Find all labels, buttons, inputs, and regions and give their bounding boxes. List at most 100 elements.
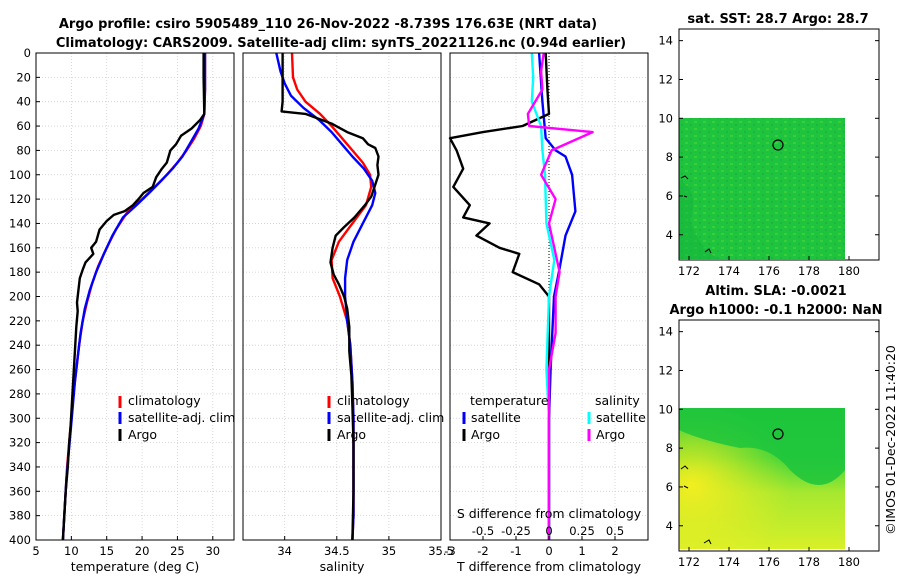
difference-series-3 bbox=[526, 52, 594, 540]
sla-ytick-label: 12 bbox=[658, 363, 673, 377]
temperature-ytick-label: 400 bbox=[9, 533, 31, 547]
s-diff-xlabel: S difference from climatology bbox=[457, 506, 642, 521]
sla-high-patch bbox=[679, 408, 845, 485]
sst-ytick-label: 14 bbox=[658, 34, 673, 48]
s-diff-xtick-label: -0.25 bbox=[501, 524, 531, 538]
temperature-ytick-label: 40 bbox=[16, 95, 31, 109]
difference-xtick-label: 1 bbox=[578, 544, 585, 558]
sst-map: 172 174 176 178 180 4 6 8 10 12 14 bbox=[658, 28, 880, 278]
legend-clim-label: climatology bbox=[128, 393, 201, 408]
salinity-xtick-label: 34.5 bbox=[324, 544, 350, 558]
sla-ytick-label: 4 bbox=[666, 519, 673, 533]
temperature-ytick-label: 280 bbox=[9, 387, 31, 401]
temperature-ytick-label: 20 bbox=[16, 70, 31, 84]
sst-ytick-label: 10 bbox=[658, 111, 673, 125]
temperature-ytick-label: 380 bbox=[9, 509, 31, 523]
sst-ytick-label: 12 bbox=[658, 72, 673, 86]
sst-ytick-label: 4 bbox=[666, 228, 673, 242]
sst-xtick-label: 176 bbox=[758, 264, 780, 278]
sst-coast-1 bbox=[680, 175, 689, 180]
difference-series-0 bbox=[537, 52, 577, 540]
sst-xtick-label: 172 bbox=[678, 264, 700, 278]
salinity-xlabel: salinity bbox=[320, 559, 365, 574]
difference-xtick-label: -2 bbox=[477, 544, 488, 558]
sst-coast-3 bbox=[704, 248, 712, 254]
legend-clim-label-2: climatology bbox=[337, 393, 410, 408]
sst-cool-patch bbox=[679, 180, 720, 259]
temperature-ytick-label: 340 bbox=[9, 460, 31, 474]
temperature-ytick-label: 140 bbox=[9, 216, 31, 230]
temperature-ytick-label: 240 bbox=[9, 338, 31, 352]
s-diff-xtick-label: 0.25 bbox=[569, 524, 595, 538]
temperature-xtick-label: 15 bbox=[99, 544, 114, 558]
sst-argo-marker bbox=[772, 139, 784, 151]
sla-xtick-label: 174 bbox=[718, 555, 740, 569]
legend-argo-label-2: Argo bbox=[337, 427, 366, 442]
sla-xtick-label: 180 bbox=[838, 555, 860, 569]
temperature-ytick-label: 120 bbox=[9, 192, 31, 206]
figure-title-2: Climatology: CARS2009. Satellite-adj cli… bbox=[56, 36, 626, 51]
sla-map: 172 174 176 178 180 4 6 8 10 12 14 bbox=[658, 319, 880, 569]
temperature-ytick-label: 60 bbox=[16, 119, 31, 133]
legend-sat-label-2: satellite-adj. clim bbox=[337, 410, 444, 425]
temperature-ytick-label: 0 bbox=[24, 46, 31, 60]
legend-temp-header: temperature bbox=[470, 393, 549, 408]
sla-xtick-label: 178 bbox=[798, 555, 820, 569]
sst-coast-2 bbox=[683, 195, 688, 198]
temperature-ytick-label: 200 bbox=[9, 290, 31, 304]
difference-xtick-label: -1 bbox=[510, 544, 521, 558]
legend-tsat-label: satellite bbox=[471, 410, 521, 425]
difference-legend: temperature salinity satellite Argo sate… bbox=[462, 393, 646, 442]
salinity-xtick-label: 35 bbox=[382, 544, 397, 558]
legend-sargo-label: Argo bbox=[596, 427, 625, 442]
temperature-legend: climatology satellite-adj. clim Argo bbox=[118, 393, 235, 442]
sst-field-texture bbox=[679, 118, 845, 259]
sla-ytick-label: 10 bbox=[658, 402, 673, 416]
temperature-xtick-label: 5 bbox=[32, 544, 39, 558]
legend-targo-label: Argo bbox=[471, 427, 500, 442]
s-diff-xtick-label: 0.5 bbox=[606, 524, 624, 538]
sla-coast-1 bbox=[680, 465, 689, 470]
temperature-ytick-label: 300 bbox=[9, 411, 31, 425]
sst-ytick-label: 8 bbox=[666, 150, 673, 164]
temperature-ytick-label: 220 bbox=[9, 314, 31, 328]
s-diff-xtick-label: 0 bbox=[545, 524, 552, 538]
temperature-ytick-label: 320 bbox=[9, 436, 31, 450]
sla-coast-3 bbox=[703, 539, 712, 545]
temperature-ytick-label: 360 bbox=[9, 484, 31, 498]
t-diff-xlabel: T difference from climatology bbox=[456, 559, 642, 574]
temperature-ytick-label: 80 bbox=[16, 143, 31, 157]
panel-difference: -3 -2 -1 0 1 2 -0.5 -0.25 0 0.25 0.5 T difference … bbox=[444, 52, 649, 574]
salinity-xtick-label: 35.5 bbox=[428, 544, 454, 558]
sla-argo-marker bbox=[772, 428, 784, 440]
s-diff-xtick-label: -0.5 bbox=[472, 524, 494, 538]
difference-xtick-label: 0 bbox=[545, 544, 552, 558]
temperature-xtick-label: 10 bbox=[64, 544, 79, 558]
legend-ssat-label: satellite bbox=[596, 410, 646, 425]
difference-series-1 bbox=[448, 52, 551, 540]
sst-xtick-label: 174 bbox=[718, 264, 740, 278]
difference-xtick-label: 2 bbox=[611, 544, 618, 558]
temperature-xtick-label: 20 bbox=[135, 544, 150, 558]
temperature-xtick-label: 30 bbox=[205, 544, 220, 558]
panel-temperature: 5 10 15 20 25 3002040608010012014016018020022… bbox=[9, 46, 235, 574]
temperature-ytick-label: 260 bbox=[9, 363, 31, 377]
salinity-xtick-label: 34 bbox=[277, 544, 292, 558]
temperature-ytick-label: 100 bbox=[9, 168, 31, 182]
sla-xtick-label: 176 bbox=[758, 555, 780, 569]
temperature-xlabel: temperature (deg C) bbox=[71, 559, 200, 574]
sla-ytick-label: 14 bbox=[658, 325, 673, 339]
panel-salinity: 34 34.5 35 35.5 salinity climatology satell… bbox=[242, 52, 454, 574]
temperature-ytick-label: 160 bbox=[9, 241, 31, 255]
sst-xtick-label: 178 bbox=[798, 264, 820, 278]
sla-coast-2 bbox=[683, 485, 689, 489]
sla-ytick-label: 8 bbox=[666, 441, 673, 455]
salinity-series-2 bbox=[280, 53, 380, 541]
timestamp: ©IMOS 01-Dec-2022 11:40:20 bbox=[883, 345, 898, 535]
figure-title-1: Argo profile: csiro 5905489_110 26-Nov-2… bbox=[59, 17, 597, 32]
sst-xtick-label: 180 bbox=[838, 264, 860, 278]
sst-ytick-label: 6 bbox=[666, 189, 673, 203]
salinity-legend: climatology satellite-adj. clim Argo bbox=[327, 393, 444, 442]
difference-xtick-label: -3 bbox=[444, 544, 455, 558]
